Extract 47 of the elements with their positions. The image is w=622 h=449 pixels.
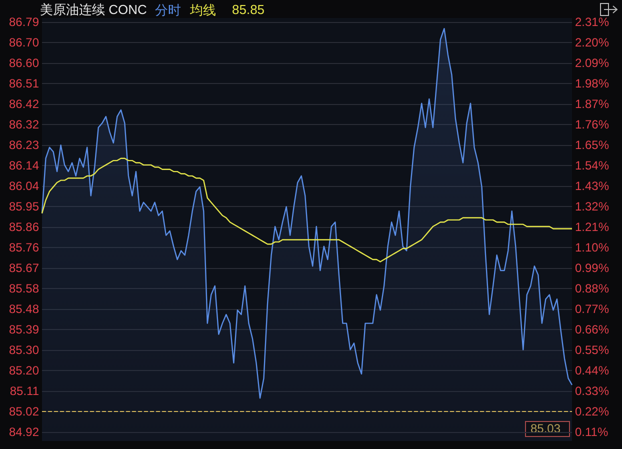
y-tick-label: 85.48 [8,302,40,316]
y-tick-label: 85.67 [8,261,40,276]
y2-tick-label: 0.11% [575,425,608,440]
y-tick-label: 86.60 [8,56,40,70]
y2-tick-label: 0.88% [575,282,610,296]
y2-tick-label: 1.21% [575,220,610,234]
y2-tick-label: 2.31% [575,14,610,29]
y2-tick-label: 1.98% [575,76,610,90]
y2-tick-label: 0.66% [575,322,610,337]
y-tick-label: 86.70 [8,35,40,50]
chart-title: 美原油连续 CONC [40,2,147,17]
y-tick-label: 85.39 [8,322,40,337]
y-tick-label: 84.92 [8,425,40,440]
y-tick-label: 85.76 [8,240,40,255]
y-tick-label: 85.86 [8,220,40,234]
y-tick-label: 86.14 [8,158,40,173]
y-tick-label: 85.20 [8,364,40,378]
y-tick-label: 86.04 [8,179,40,194]
y-tick-label: 86.79 [8,14,40,29]
y-tick-label: 86.32 [8,117,40,132]
y2-tick-label: 1.10% [575,240,610,255]
y-tick-label: 85.11 [10,384,40,398]
y-tick-label: 85.02 [8,404,40,419]
y2-tick-label: 0.44% [575,364,610,378]
y-tick-label: 86.42 [8,97,40,112]
y2-tick-label: 2.09% [575,56,610,70]
text: 均线 [189,2,216,18]
y2-tick-label: 1.76% [575,117,610,132]
y2-tick-label: 1.54% [575,158,610,173]
y-tick-label: 85.95 [8,200,40,214]
y2-tick-label: 1.65% [575,138,610,152]
text: 分时 [155,2,181,18]
y2-tick-label: 0.77% [575,302,610,316]
y-tick-label: 86.23 [8,138,40,152]
y2-tick-label: 0.55% [575,343,610,358]
text: 85.85 [232,2,265,17]
y2-tick-label: 0.99% [575,261,610,276]
y-tick-label: 86.51 [8,76,40,91]
y-tick-label: 85.30 [8,343,40,358]
y2-tick-label: 1.43% [575,179,610,194]
y2-tick-label: 0.22% [575,404,610,419]
y2-tick-label: 0.33% [575,384,610,398]
y2-tick-label: 1.32% [575,200,610,214]
y2-tick-label: 2.20% [575,35,610,50]
line-series [41,158,573,262]
y2-tick-label: 1.87% [575,96,610,111]
y-tick-label: 85.58 [8,282,40,296]
